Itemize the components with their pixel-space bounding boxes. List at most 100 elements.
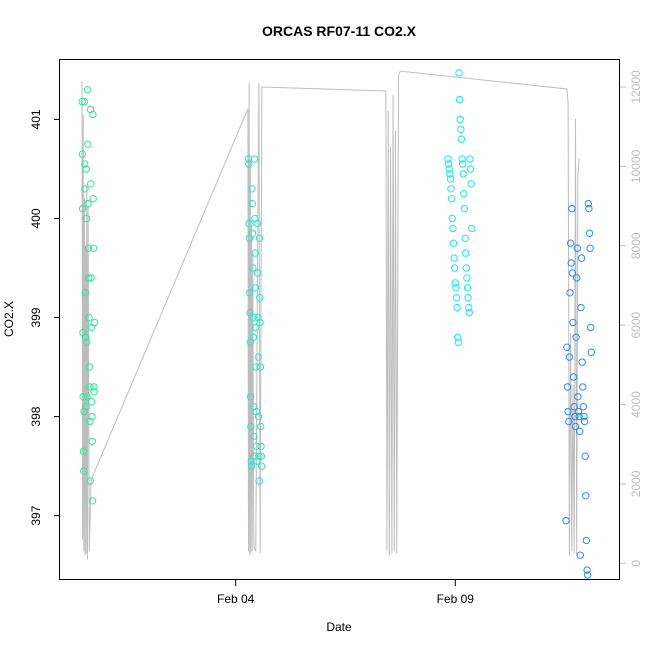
data-point	[568, 269, 577, 277]
data-point	[84, 244, 93, 252]
data-point	[88, 412, 96, 421]
data-point	[582, 492, 590, 500]
data-point	[587, 323, 595, 332]
data-point	[446, 175, 455, 183]
data-point	[451, 264, 459, 272]
data-point	[84, 140, 92, 148]
data-point	[578, 358, 586, 366]
data-point	[453, 303, 461, 312]
data-point	[581, 452, 589, 460]
data-point	[446, 170, 454, 178]
data-point	[454, 338, 462, 346]
data-point	[247, 422, 255, 431]
data-point	[254, 313, 262, 322]
data-point	[457, 125, 465, 134]
data-point	[455, 95, 464, 104]
data-point	[447, 185, 455, 193]
y-right-tick-label: 4000	[629, 391, 643, 418]
data-point	[570, 403, 578, 411]
data-point	[88, 398, 96, 406]
data-point	[255, 452, 263, 460]
data-point	[580, 417, 589, 426]
data-point	[254, 353, 262, 361]
data-point	[574, 407, 583, 416]
data-point	[255, 234, 264, 243]
data-point	[253, 442, 261, 450]
data-point	[79, 447, 88, 455]
data-point	[460, 190, 468, 198]
y-right-tick-label: 2000	[629, 470, 643, 497]
data-point	[249, 313, 257, 322]
data-point	[85, 383, 94, 391]
data-point	[256, 318, 264, 327]
data-point	[566, 289, 574, 297]
data-point	[462, 264, 470, 272]
data-point	[584, 571, 592, 579]
data-point	[466, 155, 474, 163]
data-point	[585, 229, 594, 238]
data-point	[89, 244, 98, 252]
data-point	[460, 204, 469, 213]
chart-title: ORCAS RF07-11 CO2.X	[262, 23, 417, 39]
data-point	[248, 185, 256, 193]
data-point	[78, 150, 87, 158]
data-point	[246, 289, 254, 297]
data-point	[462, 249, 470, 257]
data-point	[457, 135, 466, 143]
data-point	[468, 224, 476, 233]
data-point	[459, 170, 467, 178]
data-point	[564, 407, 572, 416]
data-point	[88, 437, 97, 445]
data-point	[88, 497, 97, 505]
data-point	[253, 269, 262, 277]
data-point	[576, 427, 584, 436]
data-point	[81, 289, 90, 297]
data-point	[256, 363, 265, 371]
plot-frame	[59, 59, 620, 580]
data-point	[572, 333, 580, 341]
data-point	[82, 403, 90, 411]
y-axis-left: 397 398 399 400 401	[29, 109, 60, 526]
data-point	[449, 239, 458, 247]
y-tick-label: 400	[29, 208, 43, 228]
data-point	[255, 477, 263, 485]
data-point	[576, 551, 584, 559]
data-point	[78, 97, 86, 106]
data-point	[246, 393, 255, 401]
data-point	[464, 294, 472, 302]
x-axis-label: Date	[326, 620, 352, 634]
data-point	[568, 204, 576, 213]
data-point	[248, 229, 257, 238]
data-point	[563, 343, 571, 351]
data-point	[569, 318, 577, 327]
data-point	[562, 516, 570, 525]
data-point	[253, 219, 261, 228]
data-point	[89, 195, 97, 203]
data-point	[454, 333, 462, 341]
data-point	[571, 412, 579, 421]
data-point	[587, 348, 595, 356]
data-point	[254, 412, 263, 421]
data-point	[86, 477, 94, 485]
data-point	[455, 69, 463, 77]
flight-series-4	[562, 199, 595, 579]
data-point	[586, 244, 594, 252]
data-point	[252, 323, 260, 332]
data-point	[461, 234, 469, 243]
data-point	[573, 244, 581, 252]
y-axis-label: CO2.X	[2, 301, 16, 337]
data-point	[89, 110, 97, 119]
data-point	[458, 155, 466, 163]
data-point	[87, 274, 95, 282]
y-right-tick-label: 12000	[629, 70, 643, 104]
y-right-tick-label: 6000	[629, 311, 643, 338]
data-point	[463, 284, 472, 292]
data-point	[249, 333, 258, 341]
data-point	[250, 155, 259, 163]
data-point	[80, 467, 88, 475]
y-tick-label: 397	[29, 505, 43, 525]
data-point	[458, 160, 467, 168]
data-point	[257, 452, 265, 460]
data-point	[452, 294, 461, 302]
altitude-layer	[81, 70, 580, 560]
